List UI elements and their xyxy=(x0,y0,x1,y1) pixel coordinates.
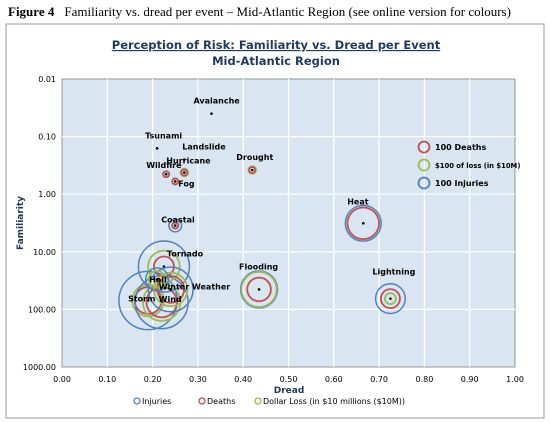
event-point xyxy=(173,224,177,227)
event-label: Storm xyxy=(128,294,155,303)
y-tick-label: 100.00 xyxy=(28,305,56,314)
y-tick-label: 1000.00 xyxy=(23,363,56,372)
event-point xyxy=(361,221,365,225)
x-tick-label: 0.30 xyxy=(189,375,207,384)
bubble-injuries xyxy=(147,266,194,313)
legend-inset-label: 100 Injuries xyxy=(435,179,489,188)
bubble-loss xyxy=(147,249,181,284)
bubble-loss xyxy=(153,271,189,308)
x-tick-label: 0.20 xyxy=(144,375,162,384)
event-label: Fog xyxy=(178,179,195,188)
x-tick-label: 1.00 xyxy=(506,375,524,384)
legend-inset-marker xyxy=(417,140,431,154)
legend-bottom-marker xyxy=(133,397,141,405)
figure-caption-text: Familiarity vs. dread per event – Mid-At… xyxy=(64,4,511,19)
figure-caption: Figure 4 Familiarity vs. dread per event … xyxy=(8,4,511,20)
event-point xyxy=(164,172,168,176)
event-label: Coastal xyxy=(161,216,195,225)
legend-inset-marker xyxy=(417,176,431,190)
y-tick-label: 1.00 xyxy=(38,190,56,199)
bubbles-layer xyxy=(118,112,407,331)
legend-bottom: Injuries Deaths Dollar Loss (in $10 millio… xyxy=(133,397,405,406)
figure-label: Figure 4 xyxy=(8,4,55,19)
chart-subtitle: Mid-Atlantic Region xyxy=(212,54,340,68)
bubble-injuries xyxy=(168,218,183,233)
event-label: Winter Weather xyxy=(159,282,231,291)
x-tick-label: 0.70 xyxy=(370,375,388,384)
bubble-deaths xyxy=(380,288,401,310)
event-point xyxy=(250,168,254,172)
event-label: Flooding xyxy=(239,262,278,271)
x-axis-ticks: 0.00 0.10 0.20 0.30 0.40 0.50 0.60 0.70 0.80 0.90… xyxy=(53,375,524,384)
event-label: Landslide xyxy=(182,143,226,152)
event-labels: Avalanche TsunamiLandslideWildfireHurrica… xyxy=(128,97,416,305)
event-label: Hurricane xyxy=(166,156,211,165)
y-tick-label: 0.01 xyxy=(38,75,56,84)
bubble-deaths xyxy=(246,276,272,303)
x-tick-label: 0.10 xyxy=(98,375,116,384)
event-point xyxy=(155,277,159,281)
y-tick-label: 0.10 xyxy=(38,133,56,142)
event-label: Avalanche xyxy=(193,97,240,106)
event-point xyxy=(210,112,213,115)
bubble-deaths xyxy=(171,221,180,230)
bubble-injuries xyxy=(144,267,170,292)
bubble-loss xyxy=(240,270,278,308)
y-tick-label: 10.00 xyxy=(33,248,56,257)
bubble-loss xyxy=(147,270,167,289)
bubble-injuries xyxy=(374,283,407,315)
event-label: Heat xyxy=(347,197,369,206)
event-point xyxy=(169,288,173,291)
event-point xyxy=(257,288,261,291)
event-point xyxy=(183,171,186,174)
event-label: Hail xyxy=(149,275,167,284)
event-label: Drought xyxy=(236,153,273,162)
legend-inset-label: $100 of loss (in $10M) xyxy=(435,162,520,170)
x-tick-label: 0.90 xyxy=(461,375,479,384)
legend-bottom-label: Dollar Loss (in $10 millions ($10M)) xyxy=(263,397,405,406)
event-label: Wind xyxy=(159,295,182,304)
event-point xyxy=(173,180,177,183)
x-tick-label: 0.50 xyxy=(280,375,298,384)
legend-inset-label: 100 Deaths xyxy=(435,143,486,152)
x-tick-label: 0.40 xyxy=(234,375,252,384)
legend-bottom-label: Deaths xyxy=(207,397,235,406)
grid-lines xyxy=(62,79,515,367)
event-point xyxy=(183,158,186,161)
x-tick-label: 0.60 xyxy=(325,375,343,384)
x-axis-label: Dread xyxy=(274,386,305,396)
bubble-deaths xyxy=(162,170,171,179)
x-tick-label: 0.00 xyxy=(53,375,71,384)
bubble-deaths xyxy=(153,255,175,278)
legend-inset-marker xyxy=(417,158,431,172)
x-tick-label: 0.80 xyxy=(415,375,433,384)
legend-bottom-label: Injuries xyxy=(142,397,171,406)
bubble-deaths xyxy=(248,166,257,174)
event-label: Tsunami xyxy=(145,131,182,140)
bubble-deaths xyxy=(180,168,189,177)
chart-title: Perception of Risk: Familiarity vs. Drea… xyxy=(112,38,441,52)
bubble-injuries xyxy=(137,240,191,293)
legend-inset: 100 Deaths $100 of loss (in $10M) 100 Inju… xyxy=(417,140,520,190)
y-axis-ticks: 0.01 0.10 1.00 10.00 100.00 1000.00 xyxy=(23,75,56,372)
legend-bottom-marker xyxy=(198,397,206,405)
bubble-deaths xyxy=(156,275,186,304)
bubble-loss xyxy=(384,292,397,306)
event-point xyxy=(155,147,159,150)
legend-bottom-marker xyxy=(254,397,262,405)
event-point xyxy=(389,297,392,300)
event-label: Tornado xyxy=(167,250,204,259)
bubble-deaths xyxy=(171,177,180,186)
bubble-injuries xyxy=(344,204,382,242)
event-label: Wildfire xyxy=(146,161,182,170)
y-axis-label: Familiarity xyxy=(16,196,26,250)
event-label: Lightning xyxy=(372,268,415,277)
bubble-deaths xyxy=(346,206,380,241)
